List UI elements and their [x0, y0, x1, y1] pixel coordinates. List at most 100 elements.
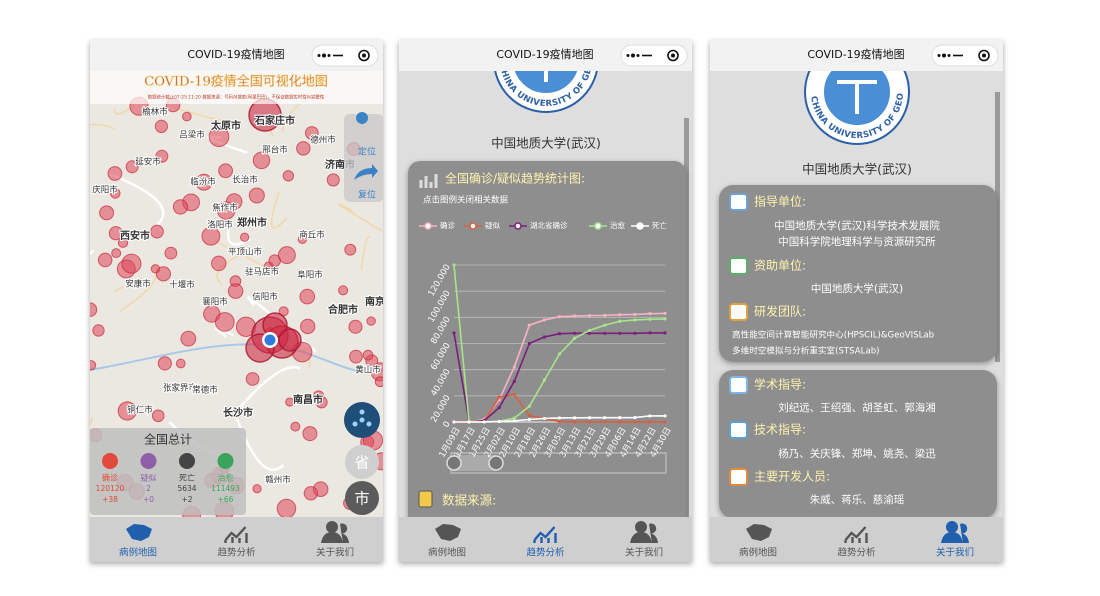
- case-circle: [218, 163, 233, 179]
- close-icon[interactable]: [358, 49, 370, 62]
- title-bar-text: COVID-19疫情地图: [807, 47, 904, 61]
- menu-dot[interactable]: [937, 54, 941, 57]
- city-label: 赣州市: [265, 475, 291, 486]
- city-label: 阜阳市: [297, 270, 323, 281]
- series-point: [618, 416, 622, 420]
- series-point: [512, 365, 516, 369]
- tab-icon-map[interactable]: [126, 524, 152, 541]
- series-point: [542, 378, 547, 382]
- legend-marker[interactable]: [514, 222, 522, 230]
- case-circle: [303, 486, 319, 501]
- legend-marker[interactable]: [424, 222, 432, 230]
- tab-label[interactable]: 关于我们: [316, 547, 354, 559]
- section-icon: [729, 257, 748, 275]
- city-label: 德州市: [310, 135, 336, 146]
- case-circle: [181, 111, 192, 122]
- city-label: 十堰市: [169, 280, 195, 291]
- locate-button[interactable]: 定位: [358, 146, 376, 158]
- tab-label[interactable]: 病例地图: [428, 547, 466, 559]
- case-circle: [150, 264, 161, 274]
- tab-label[interactable]: 关于我们: [625, 547, 663, 559]
- tab-icon-trend[interactable]: [844, 526, 868, 543]
- section-icon: [729, 468, 748, 486]
- series-point: [588, 331, 592, 335]
- case-circle: [252, 484, 262, 494]
- menu-dot[interactable]: [626, 54, 630, 57]
- legend-label[interactable]: 治愈: [610, 220, 625, 230]
- section-icon: [729, 303, 748, 321]
- legend-marker[interactable]: [594, 222, 602, 230]
- section-title: 研发团队:: [754, 304, 806, 319]
- zoom-handle[interactable]: [446, 455, 462, 471]
- tab-icon-user[interactable]: [326, 521, 338, 533]
- tab-icon-user-body: [941, 523, 969, 543]
- road: [173, 106, 235, 123]
- legend-marker[interactable]: [636, 222, 644, 230]
- summary-value: 5634: [177, 484, 196, 493]
- data-note: 数据统计截止07-25 11:20 数据来源：号码AI搜索(阿里巴巴)，不保证数…: [148, 94, 325, 101]
- tab-icon-map[interactable]: [746, 524, 772, 541]
- city-label: 安康市: [125, 279, 151, 290]
- case-circle: [366, 316, 376, 326]
- tab-label[interactable]: 关于我们: [936, 547, 974, 559]
- case-circle: [304, 126, 319, 140]
- menu-dot[interactable]: [942, 53, 946, 58]
- menu-dot[interactable]: [947, 54, 951, 57]
- university-name: 中国地质大学(武汉): [802, 162, 912, 177]
- series-point: [633, 416, 637, 420]
- location-dot: [264, 334, 276, 346]
- series-point: [452, 263, 456, 267]
- menu-dot[interactable]: [327, 54, 331, 57]
- chart-card: [408, 161, 686, 536]
- series-point: [572, 416, 577, 420]
- zoom-handle[interactable]: [488, 455, 504, 471]
- city-label: 吕梁市: [179, 130, 205, 141]
- tab-label[interactable]: 趋势分析: [217, 547, 256, 559]
- tab-icon-map[interactable]: [435, 524, 461, 541]
- road: [214, 326, 235, 338]
- city-label: 南京市: [365, 295, 395, 308]
- series-point: [512, 379, 516, 384]
- tab-label[interactable]: 趋势分析: [526, 547, 565, 559]
- summary-label: 治愈: [218, 473, 234, 483]
- menu-dot[interactable]: [636, 54, 640, 57]
- title-bar-text: COVID-19疫情地图: [496, 47, 593, 61]
- legend-label[interactable]: 死亡: [652, 220, 667, 230]
- tab-icon-user[interactable]: [635, 521, 647, 533]
- case-circle: [90, 302, 98, 317]
- close-icon[interactable]: [978, 49, 990, 62]
- tab-label[interactable]: 病例地图: [119, 547, 157, 559]
- tab-icon-trend[interactable]: [533, 526, 557, 543]
- city-button[interactable]: 市: [354, 490, 369, 508]
- tab-label[interactable]: 病例地图: [739, 547, 777, 559]
- case-circle: [362, 349, 374, 361]
- series-point: [618, 313, 622, 317]
- section-title: 指导单位:: [754, 194, 806, 209]
- section-icon: [729, 193, 748, 211]
- legend-label[interactable]: 湖北省确诊: [530, 220, 568, 230]
- legend-label[interactable]: 疑似: [485, 220, 500, 230]
- case-circle: [175, 358, 186, 369]
- close-icon[interactable]: [667, 49, 679, 62]
- province-button[interactable]: 省: [354, 454, 369, 472]
- road: [110, 173, 165, 226]
- series-point: [648, 414, 652, 418]
- case-circle: [239, 232, 250, 242]
- road: [90, 123, 115, 130]
- summary-delta: +2: [181, 495, 192, 504]
- case-circle: [297, 234, 308, 245]
- info-card: [719, 370, 997, 518]
- series-point: [482, 420, 486, 424]
- legend-marker[interactable]: [469, 222, 477, 230]
- tab-icon-user[interactable]: [946, 521, 958, 533]
- menu-dot[interactable]: [322, 53, 326, 58]
- tab-icon-trend[interactable]: [224, 526, 248, 543]
- menu-dot[interactable]: [317, 54, 321, 57]
- tab-label[interactable]: 趋势分析: [837, 547, 876, 559]
- case-circle: [290, 421, 301, 432]
- legend-label[interactable]: 确诊: [440, 220, 455, 230]
- menu-dot[interactable]: [631, 53, 635, 58]
- series-point: [648, 331, 652, 335]
- reset-button[interactable]: 复位: [358, 189, 376, 201]
- road: [90, 249, 94, 256]
